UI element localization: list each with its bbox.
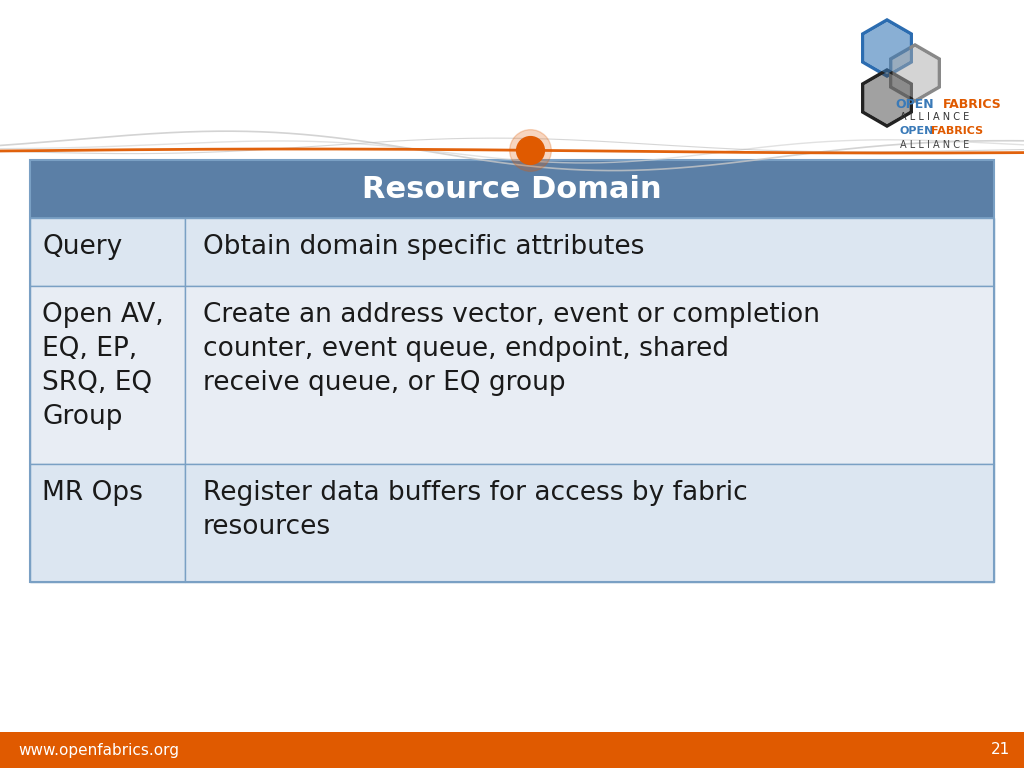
- Text: A L L I A N C E: A L L I A N C E: [900, 140, 970, 150]
- Text: Query: Query: [42, 234, 122, 260]
- Point: [522, 144, 539, 156]
- Bar: [30, 464, 185, 582]
- Bar: [30, 218, 185, 286]
- Bar: [30, 160, 994, 582]
- Bar: [30, 286, 185, 464]
- Text: OPEN: OPEN: [896, 98, 934, 111]
- Text: FABRICS: FABRICS: [943, 98, 1001, 111]
- Text: Register data buffers for access by fabric
resources: Register data buffers for access by fabr…: [203, 480, 748, 540]
- Text: A L L I A N C E: A L L I A N C E: [900, 112, 970, 122]
- Text: 21: 21: [991, 743, 1010, 757]
- Text: www.openfabrics.org: www.openfabrics.org: [18, 743, 179, 757]
- Bar: [185, 286, 994, 464]
- Point: [522, 144, 539, 156]
- Text: OPEN: OPEN: [900, 126, 934, 136]
- Text: FABRICS: FABRICS: [931, 126, 983, 136]
- Bar: [0, 732, 1024, 768]
- Bar: [185, 464, 994, 582]
- Text: MR Ops: MR Ops: [42, 480, 143, 506]
- Text: Open AV,
EQ, EP,
SRQ, EQ
Group: Open AV, EQ, EP, SRQ, EQ Group: [42, 302, 164, 430]
- Text: Resource Domain: Resource Domain: [362, 174, 662, 204]
- Bar: [185, 218, 994, 286]
- Text: Create an address vector, event or completion
counter, event queue, endpoint, sh: Create an address vector, event or compl…: [203, 302, 820, 396]
- Bar: [30, 160, 994, 218]
- Text: Obtain domain specific attributes: Obtain domain specific attributes: [203, 234, 644, 260]
